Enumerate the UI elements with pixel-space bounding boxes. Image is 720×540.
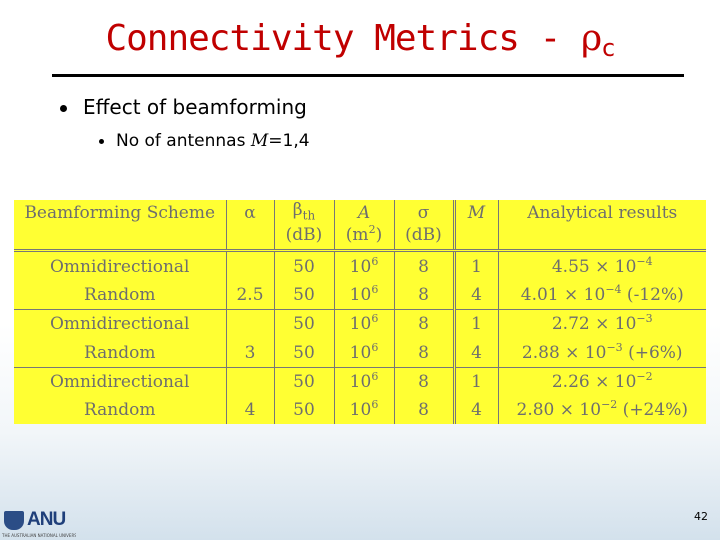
cell-sigma: 8 bbox=[393, 281, 454, 310]
cell-scheme: Omnidirectional bbox=[14, 366, 226, 396]
cell-area: 106 bbox=[333, 250, 394, 282]
cell-beta: 50 bbox=[273, 281, 334, 310]
logo-subtext: THE AUSTRALIAN NATIONAL UNIVERSITY bbox=[2, 533, 76, 538]
cell-area: 106 bbox=[333, 338, 394, 368]
bullet-dot-icon bbox=[99, 138, 104, 144]
cell-alpha bbox=[225, 309, 274, 339]
cell-sigma: 8 bbox=[393, 395, 454, 424]
header-area-unit: (m2) bbox=[333, 224, 394, 253]
title-rho-symbol: ρ bbox=[580, 18, 602, 59]
cell-sigma: 8 bbox=[393, 366, 454, 396]
table-header-row: Beamforming Scheme α βth A σ M Analytica… bbox=[14, 200, 706, 226]
bullet2-prefix: No of antennas bbox=[116, 131, 251, 151]
cell-alpha: 2.5 bbox=[225, 281, 274, 310]
header-sigma-unit: (dB) bbox=[393, 225, 454, 253]
cell-area: 106 bbox=[333, 281, 394, 310]
header-scheme: Beamforming Scheme bbox=[24, 202, 216, 223]
table-row: Omnidirectional 50 106 8 1 2.72 × 10−3 bbox=[14, 309, 706, 339]
cell-beta: 50 bbox=[273, 395, 334, 424]
header-alpha: α bbox=[225, 200, 274, 226]
title-subscript: c bbox=[601, 34, 615, 62]
header-beta: βth bbox=[273, 200, 334, 226]
cell-area: 106 bbox=[333, 366, 394, 396]
cell-result: 2.80 × 10−2 (+24%) bbox=[497, 395, 706, 424]
header-sigma: σ bbox=[393, 200, 454, 226]
bullet2-variable: M bbox=[250, 131, 269, 151]
results-table: Beamforming Scheme α βth A σ M Analytica… bbox=[14, 200, 706, 424]
table-row: Random 2.5 50 106 8 4 4.01 × 10−4 (-12%) bbox=[14, 281, 706, 310]
cell-alpha: 4 bbox=[225, 395, 274, 424]
bullet-dot-icon bbox=[60, 105, 67, 112]
cell-result: 4.01 × 10−4 (-12%) bbox=[497, 281, 706, 310]
header-results: Analytical results bbox=[497, 200, 706, 226]
cell-result: 4.55 × 10−4 bbox=[497, 250, 706, 282]
table-row: Omnidirectional 50 106 8 1 2.26 × 10−2 bbox=[14, 366, 706, 396]
cell-alpha bbox=[225, 250, 274, 282]
cell-m: 4 bbox=[452, 281, 498, 310]
bullet2-suffix: =1,4 bbox=[268, 131, 310, 151]
cell-beta: 50 bbox=[273, 338, 334, 368]
cell-beta: 50 bbox=[273, 309, 334, 339]
cell-m: 1 bbox=[452, 309, 498, 339]
header-area: A bbox=[333, 200, 394, 226]
cell-alpha bbox=[225, 366, 274, 396]
table-row: Random 3 50 106 8 4 2.88 × 10−3 (+6%) bbox=[14, 338, 706, 368]
cell-sigma: 8 bbox=[393, 338, 454, 368]
cell-result: 2.26 × 10−2 bbox=[497, 366, 706, 396]
cell-area: 106 bbox=[333, 395, 394, 424]
title-divider bbox=[52, 74, 684, 77]
header-beta-unit: (dB) bbox=[273, 225, 334, 253]
table-header-units-row: (dB) (m2) (dB) bbox=[14, 224, 706, 253]
table-row: Omnidirectional 50 106 8 1 4.55 × 10−4 bbox=[14, 250, 706, 282]
cell-sigma: 8 bbox=[393, 309, 454, 339]
cell-scheme: Omnidirectional bbox=[50, 256, 190, 277]
cell-scheme: Random bbox=[83, 285, 156, 306]
cell-m: 4 bbox=[452, 338, 498, 368]
table-row: Random 4 50 106 8 4 2.80 × 10−2 (+24%) bbox=[14, 395, 706, 424]
cell-scheme: Omnidirectional bbox=[14, 309, 226, 339]
bullet1-text: Effect of beamforming bbox=[83, 95, 307, 119]
cell-m: 1 bbox=[452, 250, 498, 282]
cell-alpha: 3 bbox=[225, 338, 274, 368]
bullet-level1: Effect of beamforming bbox=[60, 95, 307, 119]
cell-m: 1 bbox=[452, 366, 498, 396]
cell-result: 2.88 × 10−3 (+6%) bbox=[497, 338, 706, 368]
cell-beta: 50 bbox=[273, 250, 334, 282]
cell-area: 106 bbox=[333, 309, 394, 339]
results-table-container: Beamforming Scheme α βth A σ M Analytica… bbox=[14, 200, 706, 424]
title-text: Connectivity Metrics - bbox=[105, 18, 581, 59]
cell-scheme: Random bbox=[83, 342, 156, 363]
page-number: 42 bbox=[694, 510, 708, 523]
cell-scheme: Random bbox=[83, 399, 156, 420]
anu-logo: ANU THE AUSTRALIAN NATIONAL UNIVERSITY bbox=[2, 506, 76, 540]
cell-beta: 50 bbox=[273, 366, 334, 396]
anu-shield-icon bbox=[4, 511, 24, 530]
cell-sigma: 8 bbox=[393, 250, 454, 282]
header-m: M bbox=[452, 200, 498, 226]
logo-text: ANU bbox=[27, 509, 66, 530]
cell-m: 4 bbox=[452, 395, 498, 424]
bullet-level2: No of antennas M=1,4 bbox=[99, 131, 310, 151]
cell-result: 2.72 × 10−3 bbox=[497, 309, 706, 339]
slide-title: Connectivity Metrics - ρc bbox=[0, 18, 720, 62]
